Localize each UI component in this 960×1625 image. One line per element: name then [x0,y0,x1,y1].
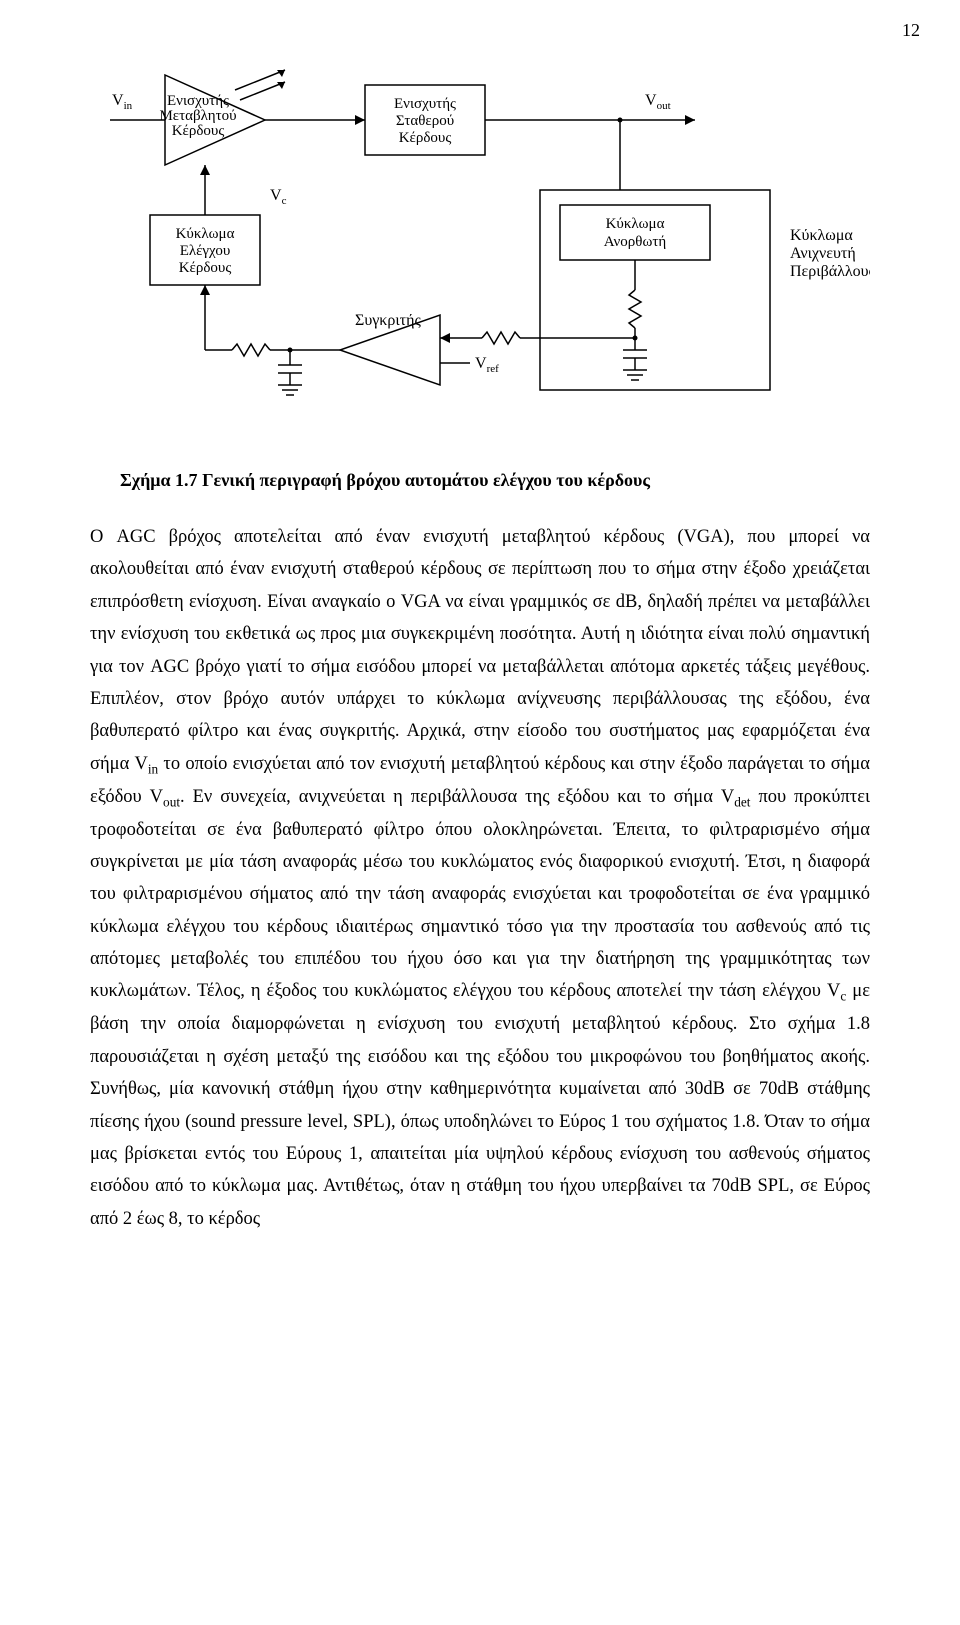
vref-label: Vref [475,355,499,375]
env-label-2: Ανιχνευτή [790,245,856,262]
block-diagram: Vin Ενισχυτής Μεταβλητού Κέρδους Ενισχυτ… [90,60,870,450]
vout-label: Vout [645,92,671,112]
fixed-gain-label-3: Κέρδους [399,130,452,146]
fixed-gain-label-2: Σταθερού [396,113,454,129]
vga-label-2: Μεταβλητού [159,108,236,124]
vga-label-1: Ενισχυτής [167,93,229,109]
body-segment: που προκύπτει τροφοδοτείται σε ένα βαθυπ… [90,787,870,1002]
rect-label-1: Κύκλωμα [606,216,665,232]
vga-label-3: Κέρδους [172,123,225,139]
vc-label: Vc [270,187,287,207]
body-segment: Ο AGC βρόχος αποτελείται από έναν ενισχυ… [90,527,870,774]
caption-prefix: Σχήμα 1.7 [120,470,198,490]
body-segment: . Εν συνεχεία, ανιχνεύεται η περιβάλλουσ… [180,787,734,807]
page-number: 12 [902,20,920,41]
rectifier-box [560,205,710,260]
body-segment: με βάση την οποία διαμορφώνεται η ενίσχυ… [90,981,870,1228]
resistor-icon-2 [482,332,520,344]
comparator-label: Συγκριτής [355,312,421,329]
gain-ctrl-label-3: Κέρδους [179,260,232,276]
body-sub: out [163,794,180,809]
gain-ctrl-label-1: Κύκλωμα [176,226,235,242]
rect-label-2: Ανορθωτή [604,234,667,250]
body-sub: in [148,761,158,776]
fixed-gain-label-1: Ενισχυτής [394,96,456,112]
vin-label: Vin [112,92,133,112]
body-paragraph: Ο AGC βρόχος αποτελείται από έναν ενισχυ… [90,521,870,1235]
env-label-3: Περιβάλλουσας [790,263,870,280]
env-label-1: Κύκλωμα [790,227,853,244]
body-sub: det [734,794,750,809]
figure-caption: Σχήμα 1.7 Γενική περιγραφή βρόχου αυτομά… [120,470,870,491]
gain-ctrl-label-2: Ελέγχου [180,243,231,259]
resistor-icon-3 [232,344,270,356]
caption-text: Γενική περιγραφή βρόχου αυτομάτου ελέγχο… [198,470,650,490]
